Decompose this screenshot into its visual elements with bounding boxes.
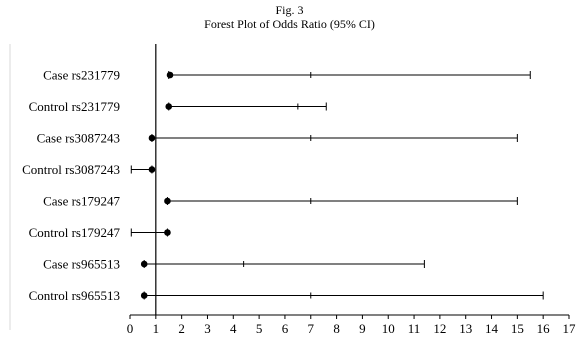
odds-ratio-point [164,197,171,205]
forest-row: Case rs231779 [43,68,531,83]
x-tick-label: 17 [563,321,577,336]
odds-ratio-point [164,229,171,236]
row-label: Case rs179247 [43,194,120,209]
forest-row: Case rs3087243 [37,131,518,146]
x-tick-label: 11 [408,321,421,336]
odds-ratio-point [165,103,173,110]
row-label: Control rs231779 [29,99,120,114]
x-tick-label: 1 [153,321,160,336]
row-label: Case rs231779 [43,68,120,83]
rows-group: Case rs231779 Control rs231779 Case rs3087… [22,68,544,303]
forest-row: Case rs965513 [43,257,425,272]
odds-ratio-point [166,71,174,79]
forest-row: Case rs179247 [43,194,518,209]
axes-group: 0 1 2 3 4 5 6 7 8 9 10 11 12 13 14 15 16 17 [9,44,577,336]
forest-row: Control rs965513 [29,288,544,303]
row-label: Control rs965513 [29,288,120,303]
x-tick-label: 10 [382,321,395,336]
odds-ratio-point [148,134,156,142]
row-label: Case rs3087243 [37,131,120,146]
x-tick-label: 4 [230,321,237,336]
x-tick-label: 6 [282,321,289,336]
x-tick-label: 3 [204,321,211,336]
x-tick-label: 5 [256,321,263,336]
row-label: Control rs3087243 [22,162,120,177]
chart-title: Forest Plot of Odds Ratio (95% CI) [204,17,375,31]
forest-row: Control rs179247 [29,225,171,240]
x-tick-label: 12 [433,321,446,336]
forest-row: Control rs231779 [29,99,327,114]
figure-label: Fig. 3 [275,3,304,17]
x-tick-label: 13 [459,321,472,336]
row-label: Control rs179247 [29,225,121,240]
x-tick-label: 0 [127,321,134,336]
x-tick-label: 16 [537,321,551,336]
x-tick-label: 2 [178,321,185,336]
x-tick-label: 14 [485,321,499,336]
row-label: Case rs965513 [43,257,120,272]
x-tick-label: 7 [308,321,315,336]
odds-ratio-point [140,260,148,268]
x-tick-label: 15 [511,321,524,336]
x-tick-label: 8 [333,321,340,336]
odds-ratio-point [148,166,156,173]
x-tick-label: 9 [359,321,366,336]
odds-ratio-point [140,292,148,299]
chart-title-block: Fig. 3 Forest Plot of Odds Ratio (95% CI… [0,3,579,31]
forest-row: Control rs3087243 [22,162,156,177]
